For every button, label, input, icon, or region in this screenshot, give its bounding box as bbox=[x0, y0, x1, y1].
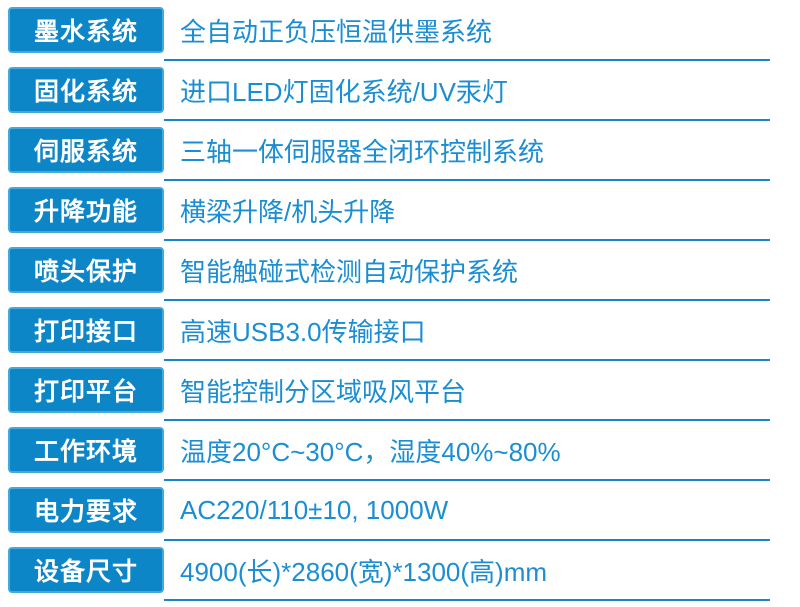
spec-label: 伺服系统 bbox=[8, 127, 164, 173]
spec-label: 电力要求 bbox=[8, 487, 164, 533]
spec-row: 升降功能 横梁升降/机头升降 bbox=[0, 187, 800, 247]
spec-label: 喷头保护 bbox=[8, 247, 164, 293]
row-underline bbox=[164, 599, 770, 601]
row-underline bbox=[164, 359, 770, 361]
spec-value: 横梁升降/机头升降 bbox=[180, 196, 396, 227]
row-underline bbox=[164, 539, 770, 541]
row-underline bbox=[164, 59, 770, 61]
spec-value: 进口LED灯固化系统/UV汞灯 bbox=[180, 76, 508, 107]
row-underline bbox=[164, 299, 770, 301]
spec-value: 全自动正负压恒温供墨系统 bbox=[180, 16, 493, 47]
spec-row: 打印平台 智能控制分区域吸风平台 bbox=[0, 367, 800, 427]
spec-value: 高速USB3.0传输接口 bbox=[180, 316, 426, 347]
spec-row: 固化系统 进口LED灯固化系统/UV汞灯 bbox=[0, 67, 800, 127]
spec-label: 工作环境 bbox=[8, 427, 164, 473]
row-underline bbox=[164, 119, 770, 121]
spec-label: 打印接口 bbox=[8, 307, 164, 353]
row-underline bbox=[164, 239, 770, 241]
spec-row: 电力要求 AC220/110±10, 1000W bbox=[0, 487, 800, 547]
spec-value: 智能控制分区域吸风平台 bbox=[180, 376, 467, 407]
spec-value: 4900(长)*2860(宽)*1300(高)mm bbox=[180, 556, 548, 587]
spec-value: AC220/110±10, 1000W bbox=[180, 494, 449, 525]
spec-label: 墨水系统 bbox=[8, 7, 164, 53]
row-underline bbox=[164, 419, 770, 421]
spec-label: 升降功能 bbox=[8, 187, 164, 233]
spec-row: 伺服系统 三轴一体伺服器全闭环控制系统 bbox=[0, 127, 800, 187]
spec-row: 工作环境 温度20°C~30°C，湿度40%~80% bbox=[0, 427, 800, 487]
spec-row: 墨水系统 全自动正负压恒温供墨系统 bbox=[0, 7, 800, 67]
row-underline bbox=[164, 179, 770, 181]
spec-value: 三轴一体伺服器全闭环控制系统 bbox=[180, 136, 545, 167]
spec-row: 喷头保护 智能触碰式检测自动保护系统 bbox=[0, 247, 800, 307]
spec-label: 固化系统 bbox=[8, 67, 164, 113]
row-underline bbox=[164, 479, 770, 481]
spec-label: 打印平台 bbox=[8, 367, 164, 413]
spec-row: 打印接口 高速USB3.0传输接口 bbox=[0, 307, 800, 367]
spec-value: 温度20°C~30°C，湿度40%~80% bbox=[180, 436, 561, 467]
spec-value: 智能触碰式检测自动保护系统 bbox=[180, 256, 519, 287]
spec-label: 设备尺寸 bbox=[8, 547, 164, 593]
spec-row: 设备尺寸 4900(长)*2860(宽)*1300(高)mm bbox=[0, 547, 800, 607]
